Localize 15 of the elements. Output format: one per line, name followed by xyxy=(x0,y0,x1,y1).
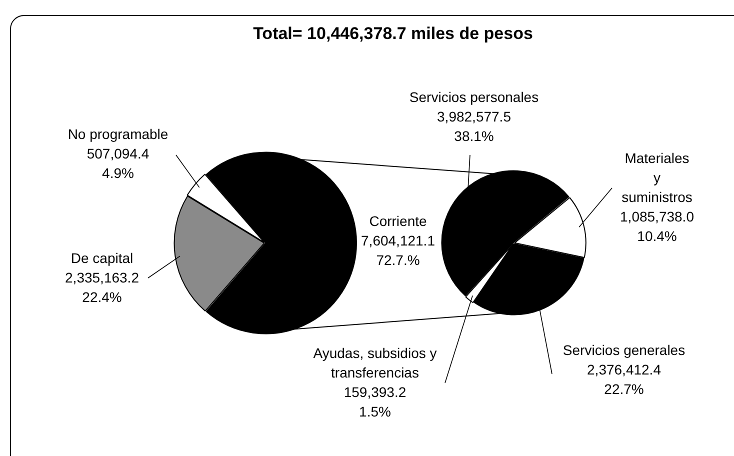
slice-label: Corriente xyxy=(369,212,427,229)
data-label: 159,393.2 1.5% xyxy=(344,384,406,420)
slice-label: Servicios personales xyxy=(409,88,539,105)
slice-label: No programable xyxy=(68,126,168,142)
data-label: 507,094.4 4.9% xyxy=(86,145,150,181)
data-label: 7,604,121.1 72.7.% xyxy=(361,232,436,268)
data-label: 1,085,738.0 10.4% xyxy=(620,208,694,244)
slice-label: Materiales y suministros xyxy=(622,150,692,205)
data-label: 2,335,163.2 22.4% xyxy=(65,269,140,305)
slice-label: Servicios generales xyxy=(562,342,686,358)
slice-label: De capital xyxy=(70,250,134,266)
data-label: 2,376,412.4 22.7% xyxy=(587,361,662,397)
chart-title: Total= 10,446,378.7 miles de pesos xyxy=(252,24,534,44)
data-label: 3,982,577.5 38.1% xyxy=(437,108,512,144)
slice-label: Ayudas, subsidios y transferencias xyxy=(313,344,437,380)
